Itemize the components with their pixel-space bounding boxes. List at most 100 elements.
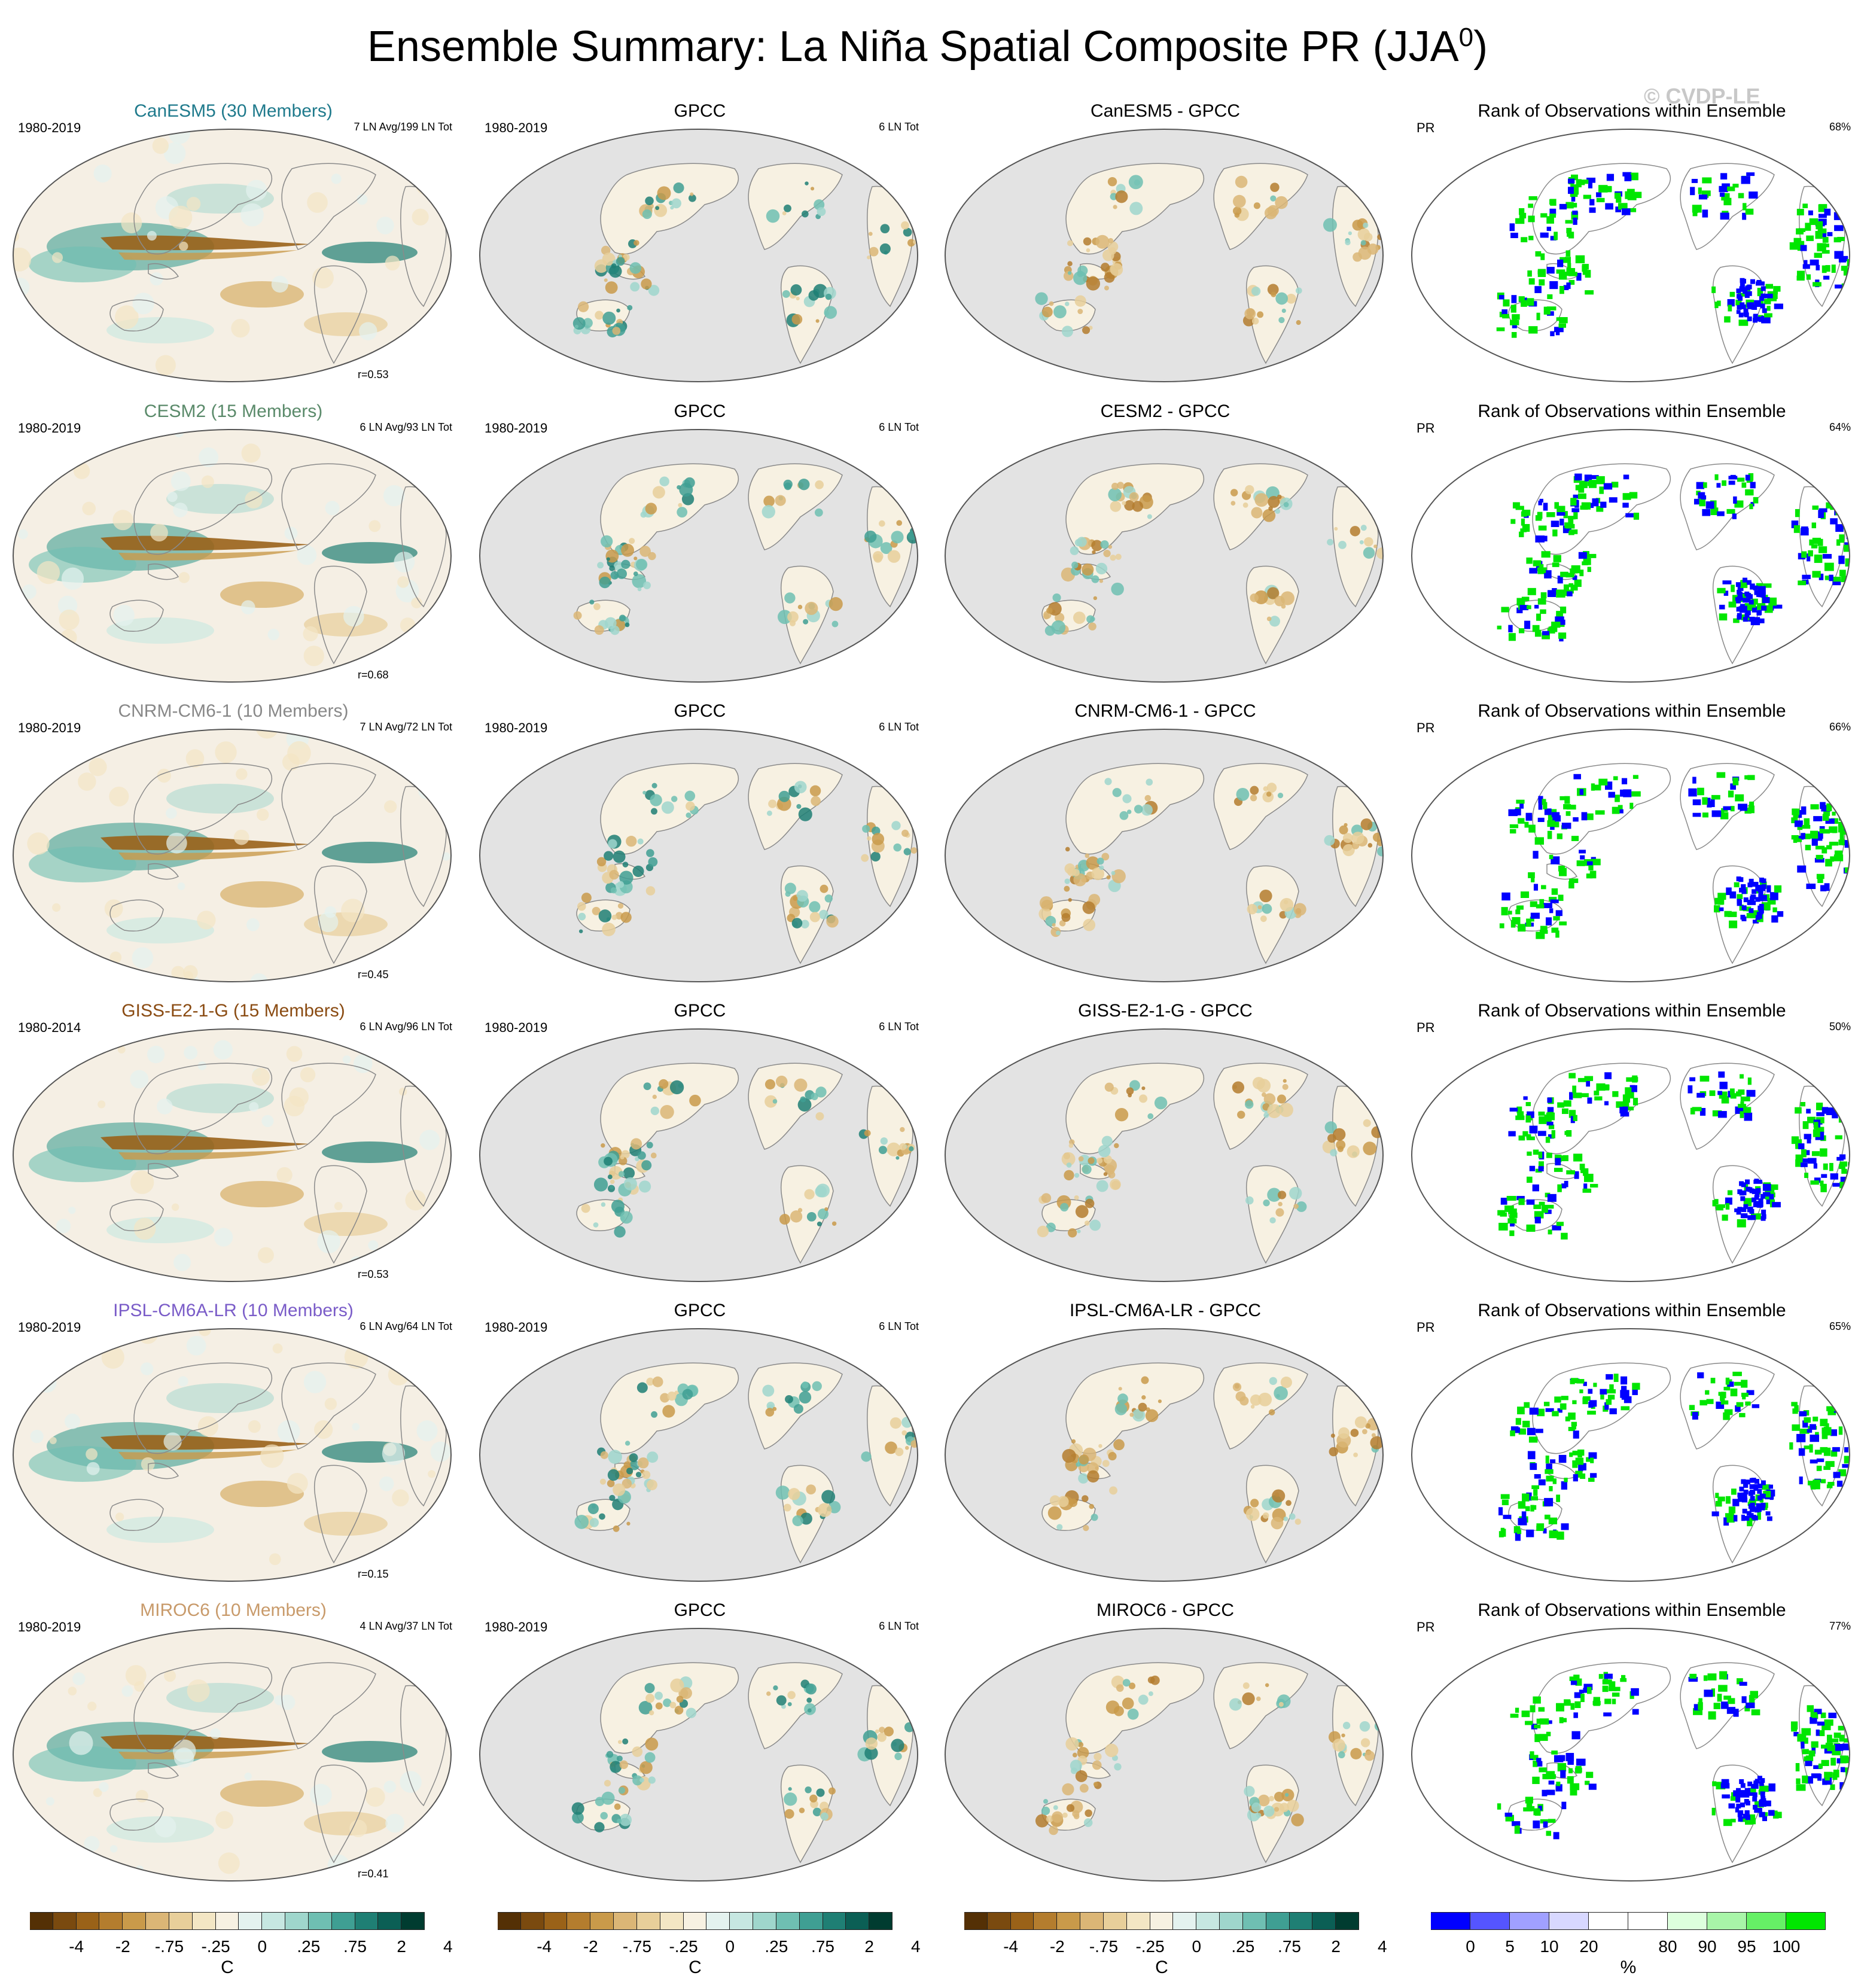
panel-title: Rank of Observations within Ensemble — [1478, 401, 1786, 421]
colorbar-tick-label: .25 — [297, 1937, 321, 1956]
map-model — [13, 1628, 452, 1882]
colorbar-swatch — [1668, 1912, 1707, 1930]
colorbar-swatch — [1220, 1912, 1243, 1930]
panel-title: CNRM-CM6-1 - GPCC — [1074, 701, 1256, 721]
title-superscript: 0 — [1458, 23, 1474, 52]
colorbar-tick-label: .75 — [1278, 1937, 1301, 1956]
panel-title: GPCC — [674, 1001, 726, 1021]
colorbar-swatch — [53, 1912, 77, 1930]
colorbar-swatch — [846, 1912, 870, 1930]
colorbar-swatch — [1034, 1912, 1058, 1930]
colorbar-tick-label: .25 — [764, 1937, 788, 1956]
panel-period: 1980-2019 — [18, 720, 81, 735]
colorbar-swatch — [401, 1912, 425, 1930]
colorbar-tick-label: -2 — [115, 1937, 130, 1956]
title-close: ) — [1473, 23, 1488, 71]
colorbar — [1431, 1912, 1826, 1930]
map-model — [13, 729, 452, 982]
panel-title: MIROC6 - GPCC — [1096, 1600, 1234, 1620]
map-model — [13, 1328, 452, 1582]
colorbar-swatch — [683, 1912, 707, 1930]
colorbar-swatch — [987, 1912, 1011, 1930]
map-panel-model: r=0.53 GISS-E2-1-G (15 Members) 1980-2014 6… — [6, 1000, 461, 1293]
colorbar-swatch — [1431, 1912, 1470, 1930]
colorbar-unit: C — [221, 1957, 234, 1977]
colorbar-swatch — [1336, 1912, 1359, 1930]
colorbar-swatch — [964, 1912, 988, 1930]
colorbar-tick-label: 5 — [1505, 1937, 1515, 1956]
colorbar-tick-label: 20 — [1579, 1937, 1598, 1956]
panel-count: 6 LN Tot — [879, 121, 919, 133]
map-panel-rank: Rank of Observations within Ensemble PR 66… — [1405, 701, 1855, 994]
panel-period: 1980-2019 — [18, 120, 81, 135]
panel-title: CESM2 (15 Members) — [144, 401, 323, 421]
colorbar-swatch — [730, 1912, 754, 1930]
map-panel-model: r=0.15 IPSL-CM6A-LR (10 Members) 1980-2019… — [6, 1300, 461, 1593]
title-text: Ensemble Summary: La Niña Spatial Compos… — [367, 23, 1459, 71]
colorbar-tick-label: 2 — [397, 1937, 406, 1956]
colorbar — [30, 1912, 425, 1930]
colorbar-tick-label: -4 — [69, 1937, 84, 1956]
panel-count: 4 LN Avg/37 LN Tot — [360, 1620, 452, 1632]
colorbar-swatch — [308, 1912, 332, 1930]
colorbar-swatch — [660, 1912, 684, 1930]
pattern-correlation: r=0.15 — [358, 1568, 389, 1580]
map-panel-model: r=0.45 CNRM-CM6-1 (10 Members) 1980-2019 7 … — [6, 701, 461, 994]
map-obs — [479, 1328, 918, 1582]
map-rank — [1411, 429, 1850, 683]
colorbar-swatch — [590, 1912, 614, 1930]
map-panel-diff: MIROC6 - GPCC — [938, 1600, 1393, 1893]
colorbar-swatch — [544, 1912, 568, 1930]
colorbar-swatch — [99, 1912, 123, 1930]
panel-title: Rank of Observations within Ensemble — [1478, 1001, 1786, 1021]
panel-title: Rank of Observations within Ensemble — [1478, 701, 1786, 721]
colorbar-swatch — [1707, 1912, 1747, 1930]
panel-period: 1980-2019 — [485, 1619, 548, 1634]
colorbar-tick-label: 0 — [257, 1937, 267, 1956]
colorbar-swatch — [239, 1912, 263, 1930]
colorbar-tick-label: -.25 — [669, 1937, 698, 1956]
colorbar-swatch — [1549, 1912, 1589, 1930]
pattern-correlation: r=0.41 — [358, 1868, 389, 1880]
colorbar-tick-label: .25 — [1231, 1937, 1255, 1956]
panel-percent: 50% — [1829, 1021, 1851, 1033]
colorbar-swatch — [30, 1912, 53, 1930]
panel-title: GISS-E2-1-G - GPCC — [1078, 1001, 1253, 1021]
colorbar-swatch — [169, 1912, 193, 1930]
panel-title: Rank of Observations within Ensemble — [1478, 101, 1786, 121]
map-rank — [1411, 729, 1850, 982]
map-rank — [1411, 129, 1850, 382]
colorbar-swatch — [1150, 1912, 1174, 1930]
colorbar-tick-label: 80 — [1658, 1937, 1677, 1956]
map-panel-obs: GPCC 1980-2019 6 LN Tot — [473, 1000, 927, 1293]
map-panel-model: r=0.41 MIROC6 (10 Members) 1980-2019 4 LN A… — [6, 1600, 461, 1893]
panel-count: 6 LN Tot — [879, 721, 919, 733]
colorbar-unit: % — [1620, 1957, 1637, 1977]
map-diff — [945, 129, 1384, 382]
colorbar-swatch — [1747, 1912, 1786, 1930]
map-model — [13, 429, 452, 683]
colorbar-swatch — [498, 1912, 521, 1930]
panel-percent: 65% — [1829, 1320, 1851, 1332]
colorbar-tick-label: -4 — [537, 1937, 552, 1956]
colorbar-swatch — [355, 1912, 379, 1930]
panel-period: 1980-2019 — [485, 1320, 548, 1335]
colorbar-swatch — [1589, 1912, 1628, 1930]
panel-variable: PR — [1417, 720, 1435, 735]
panel-title: GPCC — [674, 1301, 726, 1320]
colorbar-tick-label: -.25 — [201, 1937, 230, 1956]
colorbar-tick-label: 2 — [864, 1937, 874, 1956]
colorbar-swatch — [1057, 1912, 1081, 1930]
colorbar-tick-label: -2 — [1049, 1937, 1065, 1956]
panel-count: 6 LN Avg/96 LN Tot — [360, 1021, 452, 1033]
colorbar-tick-label: 10 — [1540, 1937, 1559, 1956]
colorbar-tick-label: .75 — [343, 1937, 367, 1956]
colorbar-swatch — [706, 1912, 730, 1930]
panel-title: CESM2 - GPCC — [1100, 401, 1230, 421]
panel-percent: 77% — [1829, 1620, 1851, 1632]
map-obs — [479, 1028, 918, 1282]
map-panel-model: r=0.53 CanESM5 (30 Members) 1980-2019 7 LN … — [6, 101, 461, 394]
colorbar-tick-label: -.75 — [1089, 1937, 1119, 1956]
map-obs — [479, 429, 918, 683]
panel-period: 1980-2019 — [485, 1020, 548, 1035]
